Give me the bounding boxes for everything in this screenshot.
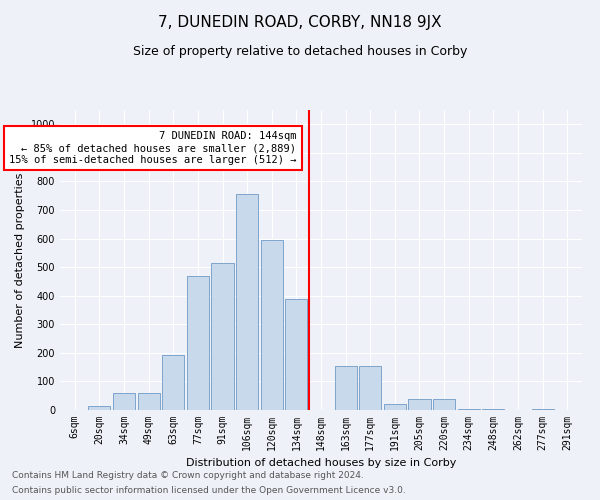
Bar	[458, 408, 480, 410]
Bar	[211, 263, 233, 410]
Bar	[384, 404, 406, 410]
Bar	[187, 276, 209, 410]
Text: Contains HM Land Registry data © Crown copyright and database right 2024.: Contains HM Land Registry data © Crown c…	[12, 471, 364, 480]
Bar	[285, 298, 307, 410]
Text: 7, DUNEDIN ROAD, CORBY, NN18 9JX: 7, DUNEDIN ROAD, CORBY, NN18 9JX	[158, 15, 442, 30]
Text: Size of property relative to detached houses in Corby: Size of property relative to detached ho…	[133, 45, 467, 58]
Bar	[433, 398, 455, 410]
Y-axis label: Number of detached properties: Number of detached properties	[15, 172, 25, 348]
Bar	[88, 406, 110, 410]
Bar	[335, 366, 357, 410]
Bar	[260, 240, 283, 410]
Bar	[482, 408, 505, 410]
Bar	[137, 393, 160, 410]
Text: 7 DUNEDIN ROAD: 144sqm
← 85% of detached houses are smaller (2,889)
15% of semi-: 7 DUNEDIN ROAD: 144sqm ← 85% of detached…	[9, 132, 296, 164]
X-axis label: Distribution of detached houses by size in Corby: Distribution of detached houses by size …	[186, 458, 456, 468]
Bar	[162, 355, 184, 410]
Bar	[409, 398, 431, 410]
Bar	[532, 408, 554, 410]
Bar	[359, 366, 382, 410]
Bar	[236, 194, 258, 410]
Bar	[113, 393, 135, 410]
Text: Contains public sector information licensed under the Open Government Licence v3: Contains public sector information licen…	[12, 486, 406, 495]
